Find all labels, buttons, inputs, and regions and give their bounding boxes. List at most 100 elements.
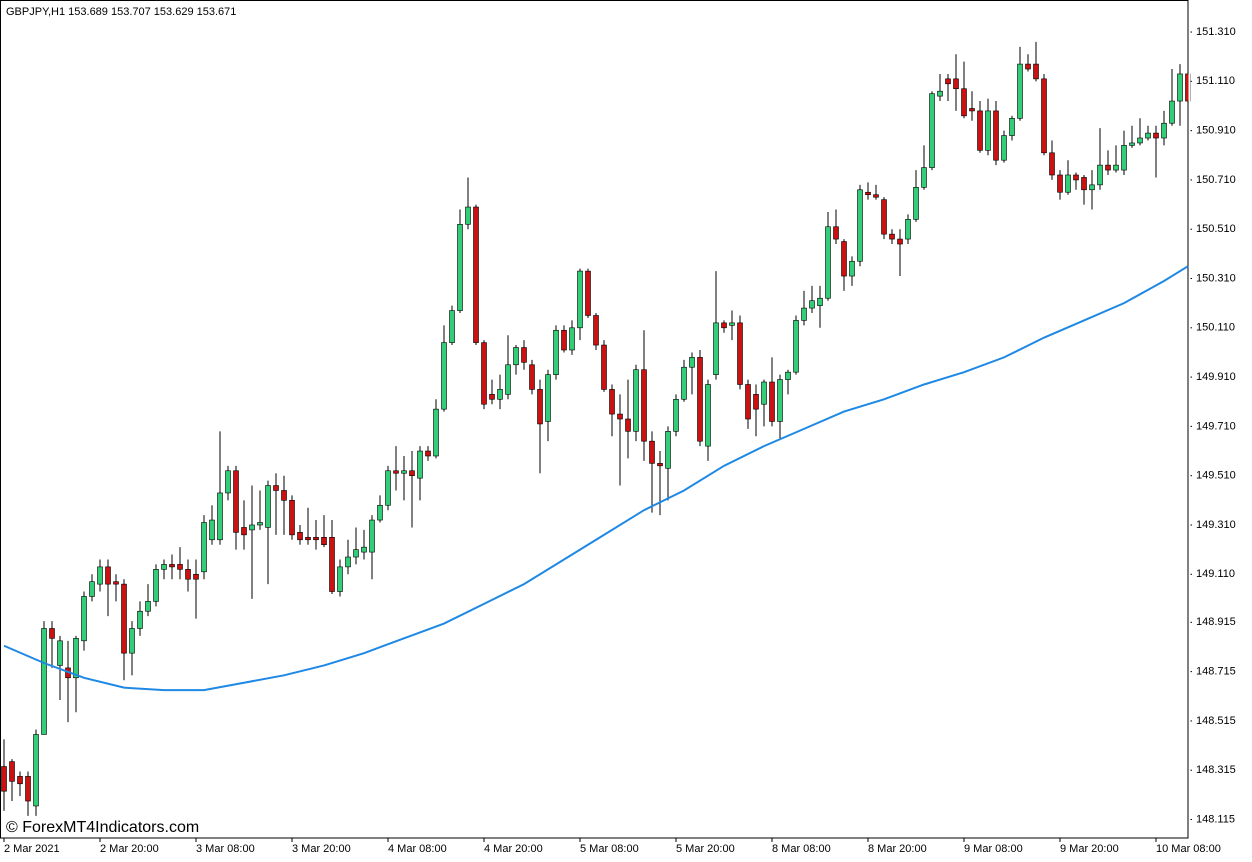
candle-body — [761, 381, 767, 405]
candle-body — [857, 189, 863, 262]
candle-body — [809, 300, 815, 309]
y-tick-label: 148.115 — [1196, 813, 1235, 825]
y-tick-label: 148.715 — [1196, 666, 1236, 678]
candle-body — [473, 206, 479, 343]
candle-body — [25, 776, 31, 802]
candle-body — [881, 199, 887, 235]
candle-body — [641, 369, 647, 442]
candle-body — [305, 537, 311, 541]
candle-body — [169, 564, 175, 568]
moving-average — [3, 265, 1189, 692]
candle-body — [1153, 132, 1159, 139]
candle-body — [729, 322, 735, 326]
chart-title: GBPJPY,H1 153.689 153.707 153.629 153.67… — [6, 6, 236, 18]
candle-body — [873, 194, 879, 198]
candle-body — [1041, 78, 1047, 154]
candle-body — [673, 398, 679, 432]
x-tick-label: 10 Mar 08:00 — [1156, 843, 1221, 855]
candle-body — [329, 537, 335, 592]
x-tick-label: 5 Mar 08:00 — [580, 843, 639, 855]
candle-body — [465, 206, 471, 225]
x-tick-label: 2 Mar 2021 — [4, 843, 60, 855]
candle-body — [889, 233, 895, 240]
candle-body — [201, 522, 207, 573]
candle-body — [977, 110, 983, 151]
candle-body — [921, 167, 927, 188]
candle-body — [697, 357, 703, 442]
candle-body — [569, 327, 575, 351]
candle-body — [433, 408, 439, 457]
candle-body — [369, 519, 375, 553]
candle-body — [633, 369, 639, 432]
candle-body — [289, 500, 295, 536]
candle-body — [345, 556, 351, 568]
y-tick-label: 151.110 — [1196, 75, 1235, 87]
x-tick-label: 9 Mar 08:00 — [964, 843, 1023, 855]
candle-body — [185, 569, 191, 580]
candle-body — [1, 766, 7, 792]
candle-body — [1065, 174, 1071, 193]
candle-body — [657, 463, 663, 467]
candle-body — [1033, 63, 1039, 80]
x-tick-label: 9 Mar 20:00 — [1060, 843, 1119, 855]
candle-body — [529, 364, 535, 390]
candle-body — [1177, 73, 1183, 102]
candle-body — [1017, 63, 1023, 119]
candle-body — [825, 226, 831, 299]
y-tick-label: 149.110 — [1196, 568, 1235, 580]
candle-body — [905, 219, 911, 240]
candle-body — [945, 78, 951, 85]
candle-body — [777, 379, 783, 422]
candle-body — [137, 610, 143, 629]
candle-body — [1145, 132, 1151, 139]
candle-body — [337, 566, 343, 592]
candle-body — [617, 413, 623, 420]
y-tick-label: 148.915 — [1196, 616, 1236, 628]
candle-body — [481, 342, 487, 405]
candle-body — [209, 519, 215, 541]
candle-body — [361, 546, 367, 553]
candle-body — [1049, 152, 1055, 176]
candle-body — [609, 389, 615, 415]
candle-body — [537, 389, 543, 425]
candle-body — [1169, 100, 1175, 124]
candle-body — [489, 394, 495, 400]
candle-body — [281, 490, 287, 501]
candle-body — [417, 450, 423, 479]
candle-body — [937, 90, 943, 97]
candle-body — [833, 226, 839, 240]
candle-body — [553, 329, 559, 375]
x-tick-label: 5 Mar 20:00 — [676, 843, 735, 855]
candle-body — [193, 573, 199, 580]
candle-body — [89, 581, 95, 597]
candle-body — [9, 761, 15, 782]
x-tick-label: 4 Mar 20:00 — [484, 843, 543, 855]
candle-body — [81, 596, 87, 642]
candle-body — [953, 78, 959, 90]
candle-body — [665, 431, 671, 469]
candle-body — [737, 322, 743, 385]
y-tick-label: 149.910 — [1196, 371, 1236, 383]
candle-body — [161, 564, 167, 570]
right-mask — [1188, 0, 1191, 838]
y-tick-label: 150.310 — [1196, 272, 1236, 284]
candle-body — [961, 88, 967, 117]
candle-body — [353, 549, 359, 558]
candle-body — [1073, 174, 1079, 181]
candle-body — [689, 357, 695, 368]
y-tick-label: 149.510 — [1196, 470, 1236, 482]
candle-body — [985, 110, 991, 151]
candle-body — [145, 601, 151, 612]
watermark: © ForexMT4Indicators.com — [6, 819, 199, 836]
candle-body — [577, 270, 583, 329]
candle-body — [377, 504, 383, 521]
candle-body — [401, 470, 407, 474]
candle-body — [273, 485, 279, 491]
candle-body — [113, 581, 119, 585]
candle-body — [497, 389, 503, 400]
candle-body — [817, 297, 823, 306]
candle-body — [929, 93, 935, 168]
candle-body — [561, 329, 567, 351]
candle-body — [177, 564, 183, 570]
